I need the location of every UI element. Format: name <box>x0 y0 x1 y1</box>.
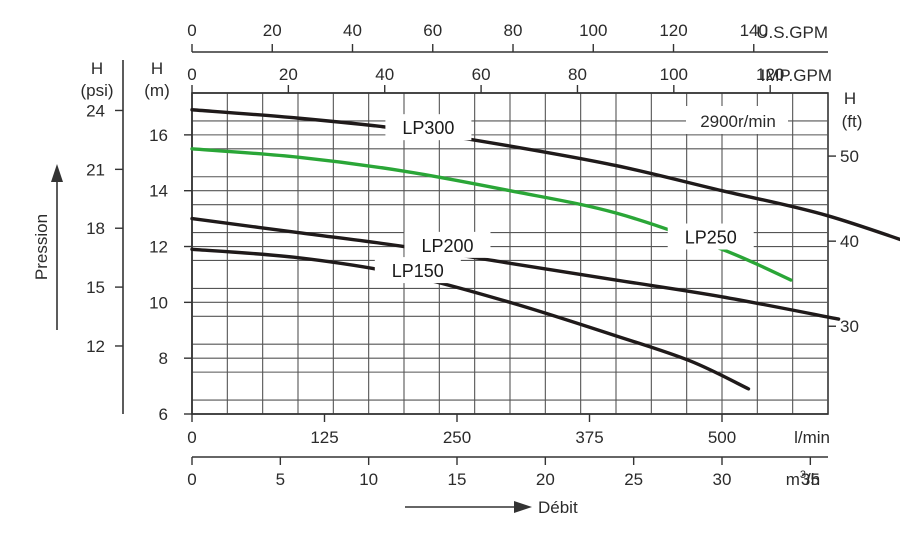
flow-usgpm-tick-label: 140 <box>740 21 768 40</box>
flow-impgpm-tick-label: 40 <box>375 65 394 84</box>
flow-m3h-tick-label: 30 <box>713 470 732 489</box>
curve-label-lp300: LP300 <box>402 118 454 138</box>
flow-usgpm-tick-label: 100 <box>579 21 607 40</box>
head-ft-tick-label: 30 <box>840 317 859 336</box>
flow-impgpm-unit: IMP.GPM <box>761 66 832 85</box>
flow-lmin-tick-label: 0 <box>187 428 196 447</box>
head-ft-unit-bottom: (ft) <box>842 112 863 131</box>
head-psi-unit-bottom: (psi) <box>80 81 113 100</box>
flow-impgpm-tick-label: 0 <box>187 65 196 84</box>
curve-label-background <box>667 223 754 250</box>
flow-m3h-tick-label: 35 <box>801 470 820 489</box>
head-psi-tick-label: 15 <box>86 278 105 297</box>
x-axis-title: Débit <box>538 498 578 517</box>
head-psi-tick-label: 24 <box>86 101 105 120</box>
flow-impgpm-tick-label: 20 <box>279 65 298 84</box>
flow-usgpm-unit: U.S.GPM <box>756 23 828 42</box>
head-m-tick-label: 10 <box>149 293 168 312</box>
flow-lmin-tick-label: 375 <box>575 428 603 447</box>
curve-label-background <box>374 257 461 284</box>
curve-label-background <box>385 114 472 141</box>
curve-label-background <box>404 231 491 258</box>
flow-m3h-tick-label: 15 <box>448 470 467 489</box>
head-m-tick-label: 16 <box>149 126 168 145</box>
chart-axes: 6810121416H(m)1215182124H(psi)304050H(ft… <box>32 21 862 513</box>
flow-m3h-tick-label: 5 <box>276 470 285 489</box>
speed-annotation-background <box>686 106 788 134</box>
curve-label-lp150: LP150 <box>392 261 444 281</box>
flow-usgpm-tick-label: 20 <box>263 21 282 40</box>
pressure-arrow-head <box>51 164 63 182</box>
curve-lp150 <box>190 247 751 391</box>
head-m-unit-bottom: (m) <box>144 81 169 100</box>
head-m-tick-label: 14 <box>149 182 168 201</box>
flow-impgpm-tick-label: 80 <box>568 65 587 84</box>
curve-lp200 <box>190 216 841 321</box>
flow-m3h-tick-label: 10 <box>359 470 378 489</box>
flow-usgpm-tick-label: 60 <box>423 21 442 40</box>
y-axis-title: Pression <box>32 214 51 280</box>
curve-label-lp250: LP250 <box>685 228 737 248</box>
head-ft-unit-top: H <box>844 89 856 108</box>
head-ft-tick-label: 50 <box>840 147 859 166</box>
head-psi-unit-top: H <box>91 59 103 78</box>
flow-impgpm-tick-label: 100 <box>660 65 688 84</box>
chart-labels: 2900r/min Débit LP300 LP250 LP200 LP150 <box>374 106 788 517</box>
flow-m3h-tick-label: 25 <box>624 470 643 489</box>
flow-m3h-tick-label: 20 <box>536 470 555 489</box>
flow-lmin-tick-label: 125 <box>310 428 338 447</box>
flow-lmin-tick-label: 250 <box>443 428 471 447</box>
head-psi-tick-label: 12 <box>86 337 105 356</box>
flow-lmin-unit: l/min <box>794 428 830 447</box>
head-m-unit-top: H <box>151 59 163 78</box>
flow-m3h-unit: m3/h <box>786 469 820 489</box>
flow-lmin-tick-label: 500 <box>708 428 736 447</box>
head-psi-tick-label: 18 <box>86 219 105 238</box>
head-m-tick-label: 6 <box>159 405 168 424</box>
head-psi-tick-label: 21 <box>86 160 105 179</box>
head-ft-tick-label: 40 <box>840 232 859 251</box>
curve-label-lp200: LP200 <box>421 236 473 256</box>
speed-annotation: 2900r/min <box>700 112 776 131</box>
flow-arrow-head <box>514 501 532 513</box>
flow-impgpm-tick-label: 60 <box>472 65 491 84</box>
flow-usgpm-tick-label: 0 <box>187 21 196 40</box>
head-m-tick-label: 12 <box>149 238 168 257</box>
flow-m3h-tick-label: 0 <box>187 470 196 489</box>
flow-usgpm-tick-label: 120 <box>659 21 687 40</box>
flow-usgpm-tick-label: 40 <box>343 21 362 40</box>
flow-impgpm-tick-label: 120 <box>756 65 784 84</box>
flow-usgpm-tick-label: 80 <box>504 21 523 40</box>
curve-lp300 <box>190 108 900 242</box>
head-m-tick-label: 8 <box>159 349 168 368</box>
